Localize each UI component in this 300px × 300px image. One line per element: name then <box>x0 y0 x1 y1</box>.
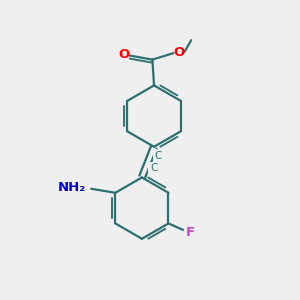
Text: C: C <box>150 163 157 173</box>
Text: O: O <box>173 46 185 59</box>
Text: C: C <box>155 151 162 161</box>
Text: O: O <box>118 48 130 61</box>
Text: F: F <box>186 226 195 239</box>
Text: NH₂: NH₂ <box>57 181 86 194</box>
